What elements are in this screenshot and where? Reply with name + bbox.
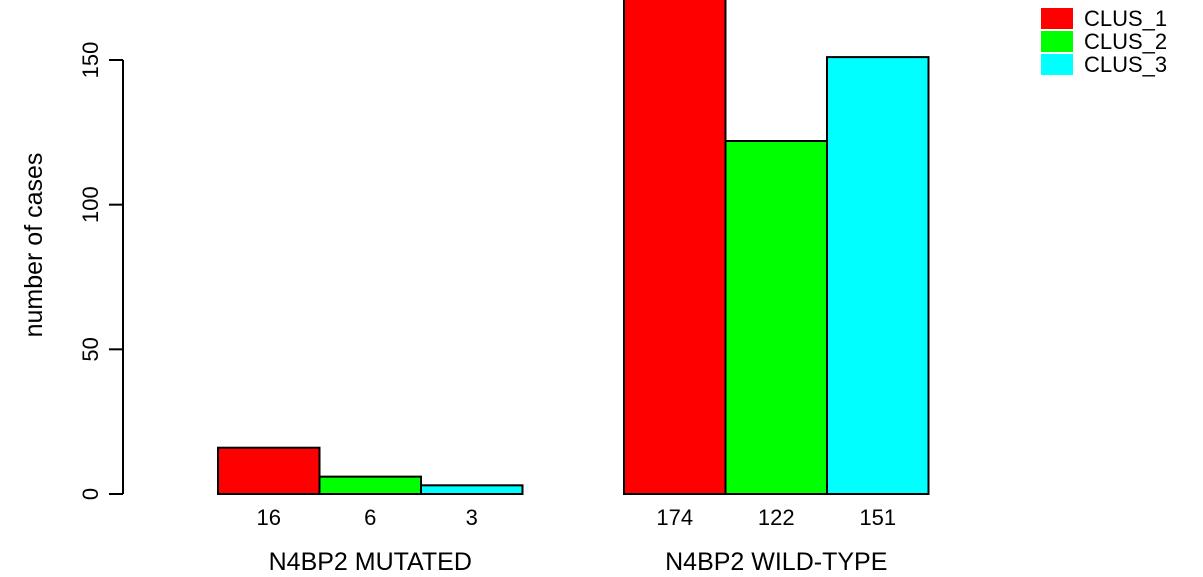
legend-swatch-clus-1 [1041,8,1073,29]
y-axis: 0 50 100 150 [78,42,124,500]
group-label: N4BP2 MUTATED [269,548,472,576]
legend-label: CLUS_1 [1084,6,1167,31]
bar-clus-3 [420,484,524,496]
bar-value-label: 122 [758,505,795,530]
legend-label: CLUS_3 [1084,52,1167,77]
group-label: N4BP2 WILD-TYPE [665,548,887,576]
legend-swatch-clus-3 [1041,54,1073,75]
group-labels-layer: N4BP2 MUTATED N4BP2 WILD-TYPE [269,548,888,576]
bar-clus-2 [318,475,422,496]
bar-clus-1 [623,0,727,495]
legend-label: CLUS_2 [1084,29,1167,54]
y-tick-label: 50 [78,337,103,361]
bars-layer [217,0,930,496]
y-axis-title: number of cases [20,153,48,338]
bar-value-label: 6 [364,505,376,530]
bar-value-label: 3 [466,505,478,530]
bar-clus-3 [826,56,930,496]
bar-value-label: 151 [859,505,896,530]
bar-clus-1 [217,446,321,495]
bar-value-label: 174 [656,505,693,530]
legend-swatch-clus-2 [1041,31,1073,52]
y-tick-label: 100 [78,186,103,223]
value-labels-layer: 16 6 3 174 122 151 [257,505,897,530]
y-tick-label: 0 [78,488,103,500]
bar-value-label: 16 [257,505,281,530]
bar-clus-2 [724,140,828,495]
y-tick-label: 150 [78,42,103,79]
